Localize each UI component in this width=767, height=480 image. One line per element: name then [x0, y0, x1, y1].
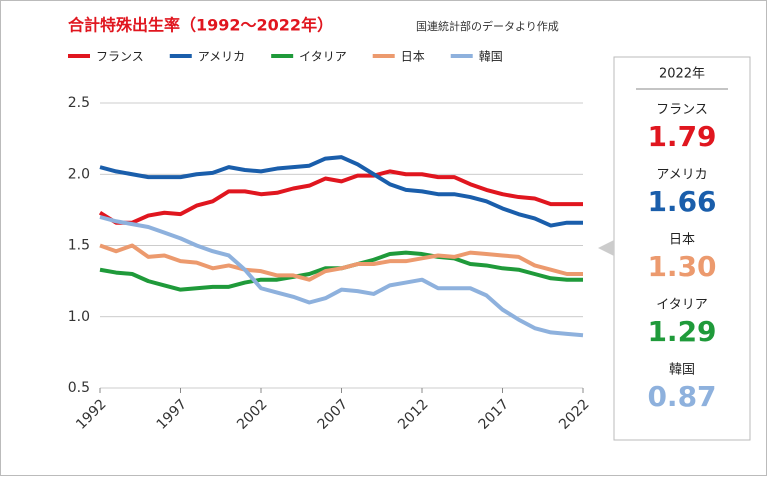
series-line	[98, 169, 583, 225]
panel-value: 0.87	[647, 380, 716, 413]
y-tick-label: 1.0	[68, 309, 90, 325]
panel-name: 日本	[669, 233, 695, 248]
series-line	[99, 155, 583, 228]
legend-label: 日本	[401, 50, 425, 64]
panel-title: 2022年	[659, 67, 705, 82]
panel-name: 韓国	[669, 363, 695, 378]
series-line	[99, 215, 584, 338]
chart-subtitle: 国連統計部のデータより作成	[416, 19, 559, 33]
value-panel	[613, 56, 751, 441]
panel-name: アメリカ	[656, 168, 707, 183]
y-tick-label: 1.5	[68, 238, 90, 254]
panel-name: イタリア	[656, 298, 707, 313]
panel-value: 1.79	[647, 120, 716, 153]
panel-value: 1.29	[647, 315, 716, 348]
panel-name: フランス	[656, 103, 708, 118]
panel-value: 1.30	[647, 250, 716, 283]
panel-value: 1.66	[647, 185, 716, 218]
series-line	[99, 243, 583, 282]
legend-label: 韓国	[479, 50, 503, 64]
y-tick-label: 2.5	[68, 95, 90, 111]
legend-label: イタリア	[299, 50, 347, 64]
y-tick-label: 0.5	[68, 380, 90, 396]
chart-title: 合計特殊出生率（1992〜2022年）	[68, 16, 333, 35]
legend-label: フランス	[96, 50, 144, 64]
panel-pointer	[598, 240, 614, 256]
legend-label: アメリカ	[198, 50, 245, 64]
y-tick-label: 2.0	[68, 166, 90, 182]
